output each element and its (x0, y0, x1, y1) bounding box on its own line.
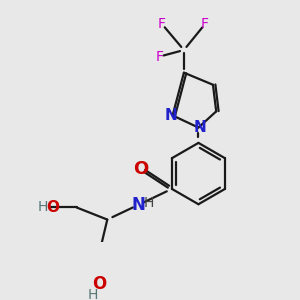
Text: O: O (92, 275, 106, 293)
Text: H: H (144, 196, 154, 210)
Text: F: F (201, 17, 209, 31)
Text: N: N (194, 120, 206, 135)
Text: O: O (47, 200, 60, 215)
Text: H: H (88, 289, 98, 300)
Text: F: F (158, 17, 166, 31)
Text: N: N (165, 108, 177, 123)
Text: O: O (134, 160, 149, 178)
Text: F: F (156, 50, 164, 64)
Text: N: N (131, 196, 145, 214)
Text: H: H (38, 200, 48, 214)
